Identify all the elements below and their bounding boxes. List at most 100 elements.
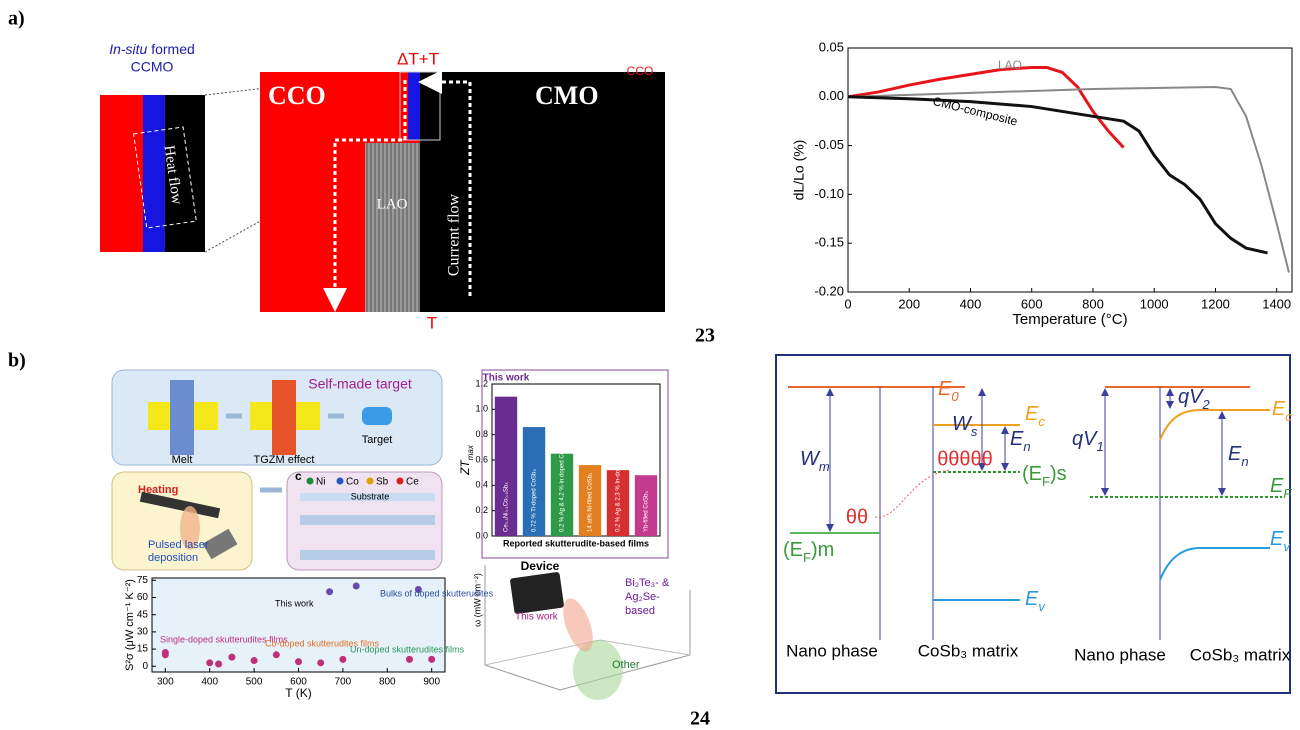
y-tick-label: 1.2 xyxy=(475,378,488,388)
legend-label: Ni xyxy=(316,477,325,488)
bar-label: Yb-filled CoSb₃ xyxy=(644,491,650,532)
point xyxy=(295,658,302,666)
x-tick-label: 300 xyxy=(157,677,174,688)
x-tick-label: 1000 xyxy=(1140,296,1169,311)
plot-background xyxy=(152,578,445,672)
bar xyxy=(494,396,518,536)
legend-label: Sb xyxy=(376,477,389,488)
label: LAO xyxy=(377,196,408,212)
reference-number: 24 xyxy=(690,708,710,730)
label: Other xyxy=(612,659,640,671)
device-plot: Device This work Bi₂Te₃- & Ag₂Se- based … xyxy=(472,559,691,700)
bar xyxy=(578,465,602,536)
x-tick-label: 400 xyxy=(960,296,982,311)
label: In-situ formed xyxy=(109,41,195,57)
label: deposition xyxy=(148,552,198,564)
label: (EF)s xyxy=(1022,463,1067,489)
element-legend: Ni Co Sb Ce xyxy=(306,477,419,488)
bar xyxy=(550,453,574,536)
bar-label: 14 at% Ni-filled CoSb₃ xyxy=(588,472,594,532)
label: Device xyxy=(521,559,560,573)
x-tick-label: 700 xyxy=(335,677,352,688)
x-tick-label: 400 xyxy=(201,677,218,688)
point xyxy=(352,582,360,590)
reference-number: 23 xyxy=(695,325,715,347)
label: CCO xyxy=(268,81,326,110)
label: CCMO xyxy=(131,59,174,75)
y-tick-label: 0.8 xyxy=(475,429,488,439)
label: CMO xyxy=(535,81,599,110)
point xyxy=(317,659,325,667)
y-tick-label: -0.20 xyxy=(814,283,844,298)
x-tick-label: 200 xyxy=(898,296,920,311)
label: Ws xyxy=(952,413,978,439)
label: CoSb₃ matrix xyxy=(1190,645,1291,664)
x-tick-label: 0 xyxy=(844,296,851,311)
bar-label: 0.2 % Ag & 2.3 % In-doped CoSb₃ xyxy=(616,440,622,532)
x-tick-label: 600 xyxy=(290,677,307,688)
y-tick-label: 0.4 xyxy=(475,480,488,490)
label: c xyxy=(295,469,302,483)
y-tick-label: 0.2 xyxy=(475,505,488,515)
y-tick-label: 15 xyxy=(137,644,149,655)
label: Ev xyxy=(1025,588,1046,614)
panel-label: a) xyxy=(8,8,25,30)
y-axis-label-main: ZT xyxy=(458,459,472,476)
y-axis-label: S²σ (μW cm⁻¹ K⁻²) xyxy=(124,579,136,671)
point xyxy=(326,588,334,596)
label: Nano phase xyxy=(786,641,878,660)
point xyxy=(161,651,169,659)
label: EF xyxy=(1270,475,1292,501)
y-axis-label-sub: max xyxy=(466,444,475,460)
point xyxy=(228,653,236,661)
x-tick-label: 800 xyxy=(1082,296,1104,311)
label: E0 xyxy=(938,378,959,404)
synthesis-schematic: Self-made target Melt TGZM effect Target… xyxy=(111,369,443,571)
legend-dot xyxy=(366,477,374,485)
y-tick-label: -0.15 xyxy=(814,235,844,250)
point xyxy=(206,659,214,667)
x-axis-label: Reported skutterudite-based films xyxy=(503,538,649,548)
label: En xyxy=(1010,428,1031,454)
y-tick-label: 75 xyxy=(137,575,149,586)
band-diagram: E0 Wm θθ (EF)m Ws En Ec θθθθθ (EF)s Ev q… xyxy=(775,354,1292,694)
label: Pulsed laser xyxy=(148,539,209,551)
label: T xyxy=(427,313,437,332)
label: Heating xyxy=(138,484,178,496)
label: En xyxy=(1228,443,1249,469)
axis-label: ω (mW cm⁻²) xyxy=(472,573,482,627)
label: Ec xyxy=(1272,398,1292,424)
annotation: Un-doped skutterudites films xyxy=(350,644,465,654)
label: Wm xyxy=(800,448,830,474)
y-tick-label: 0 xyxy=(142,661,148,672)
legend-label: Co xyxy=(346,477,359,488)
y-axis-label: dL/Lo (%) xyxy=(791,140,807,201)
label: Nano phase xyxy=(1074,645,1166,664)
y-tick-label: 1.0 xyxy=(475,404,488,414)
point xyxy=(272,651,280,659)
label: CoSb₃ matrix xyxy=(918,641,1019,660)
y-tick-label: 0.05 xyxy=(819,39,844,54)
panel-label: b) xyxy=(8,350,26,372)
label: Ec xyxy=(1025,403,1045,429)
label: ΔT+T xyxy=(397,49,439,68)
label: (EF)m xyxy=(783,539,834,565)
x-tick-label: 1200 xyxy=(1201,296,1230,311)
series-label: LAO xyxy=(998,58,1022,72)
annotation: Single-doped skutterudites films xyxy=(160,634,288,644)
y-tick-label: 45 xyxy=(137,609,149,620)
label: θθθθθ xyxy=(937,448,993,470)
bar-label: Ce₀.₁Ni₀.₁Co₀.₉Sb₃ xyxy=(504,482,510,532)
data-line xyxy=(847,86,1290,273)
label: θθ xyxy=(846,506,868,528)
data-line xyxy=(847,95,1268,255)
point xyxy=(428,655,436,663)
x-axis-label: T (K) xyxy=(285,686,311,700)
annotation: This work xyxy=(275,598,314,608)
point xyxy=(405,655,413,663)
data-line xyxy=(847,66,1125,149)
label: qV1 xyxy=(1072,428,1104,454)
y-tick-label: 0.6 xyxy=(475,454,488,464)
legend-dot xyxy=(336,477,344,485)
legend-label: Ce xyxy=(406,477,419,488)
